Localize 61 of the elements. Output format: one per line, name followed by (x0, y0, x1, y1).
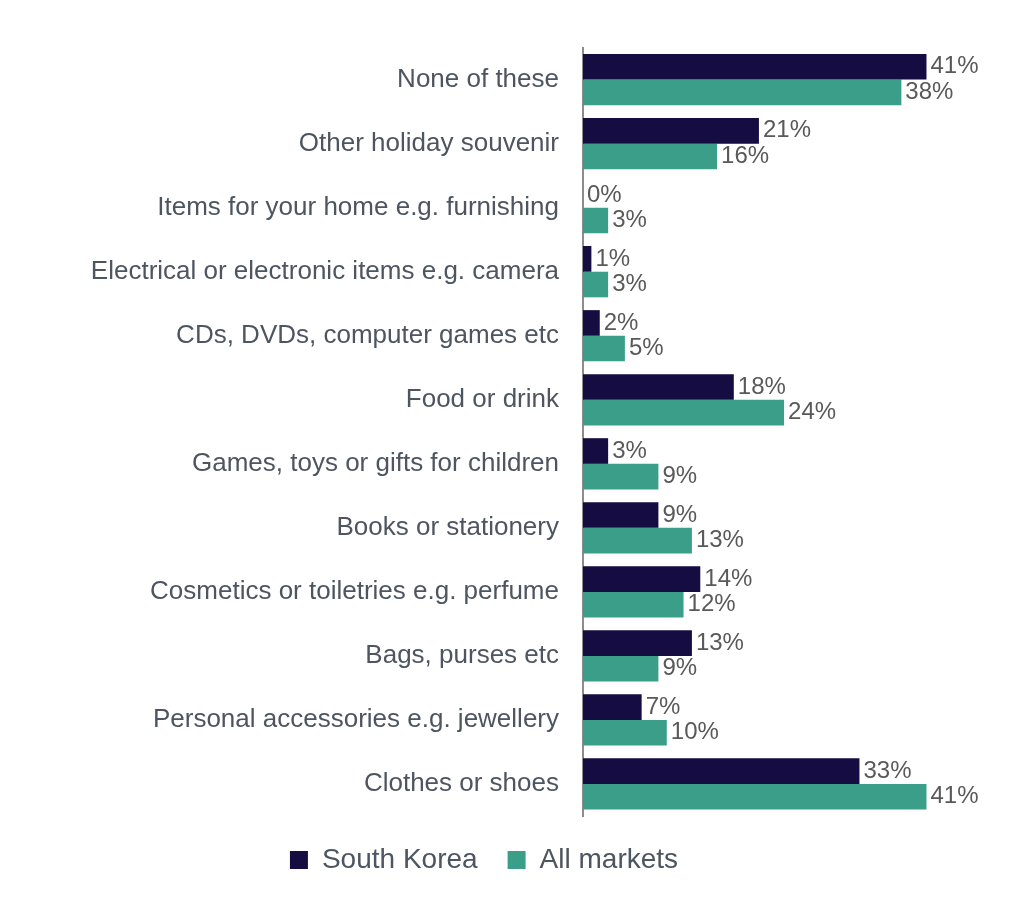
data-label: 9% (662, 653, 698, 681)
data-label: 38% (905, 77, 954, 105)
data-label: 5% (628, 333, 664, 361)
data-label: 14% (704, 563, 753, 591)
data-label: 41% (930, 51, 979, 79)
data-label: 10% (670, 717, 719, 745)
bar (583, 207, 609, 234)
bar (583, 79, 902, 106)
bar (583, 54, 927, 80)
y-tick-label: Books or stationery (336, 511, 559, 542)
data-label: 0% (587, 179, 622, 207)
legend-label: South Korea (321, 842, 479, 874)
bar (583, 694, 642, 720)
bar (583, 463, 659, 490)
y-tick-label: Other holiday souvenir (298, 126, 560, 157)
data-label: 16% (721, 141, 770, 169)
data-label: 12% (687, 589, 736, 617)
bar (583, 655, 659, 682)
data-label: 24% (788, 397, 837, 425)
bar (583, 374, 734, 400)
bar (583, 335, 625, 362)
data-label: 2% (603, 307, 639, 335)
y-tick-label: Games, toys or gifts for children (191, 446, 559, 477)
data-label: 18% (737, 371, 786, 399)
data-label: 7% (645, 691, 681, 719)
data-label: 3% (612, 269, 647, 297)
bar (583, 591, 684, 618)
bar (583, 758, 860, 784)
y-tick-label: Personal accessories e.g. jewellery (152, 703, 559, 734)
bar (583, 271, 609, 298)
bar (583, 399, 785, 426)
data-label: 9% (662, 499, 698, 527)
data-label: 13% (695, 525, 744, 553)
data-label: 9% (662, 461, 698, 489)
data-label: 3% (612, 205, 647, 233)
legend-label: All markets (539, 842, 679, 874)
data-label: 41% (930, 781, 979, 809)
y-tick-label: Bags, purses etc (365, 639, 559, 670)
bar (583, 118, 759, 144)
bar (583, 566, 701, 592)
y-tick-label: CDs, DVDs, computer games etc (176, 318, 559, 349)
bar (583, 310, 600, 336)
data-label: 3% (612, 435, 647, 463)
y-tick-label: Food or drink (405, 382, 560, 413)
bar (583, 630, 692, 656)
data-label: 33% (863, 755, 912, 783)
bar (583, 438, 609, 464)
y-tick-label: Electrical or electronic items e.g. camera (90, 254, 560, 285)
bar (583, 246, 592, 272)
data-label: 1% (595, 243, 631, 271)
y-tick-label: Clothes or shoes (363, 767, 559, 798)
data-label: 21% (762, 115, 811, 143)
y-tick-label: None of these (397, 62, 559, 93)
bar (583, 143, 718, 170)
y-tick-label: Cosmetics or toiletries e.g. perfume (150, 575, 559, 606)
data-label: 13% (695, 627, 744, 655)
bar (583, 527, 692, 554)
bar (583, 719, 667, 746)
bar (583, 502, 659, 528)
y-tick-label: Items for your home e.g. furnishing (157, 190, 559, 221)
bar (583, 783, 927, 810)
